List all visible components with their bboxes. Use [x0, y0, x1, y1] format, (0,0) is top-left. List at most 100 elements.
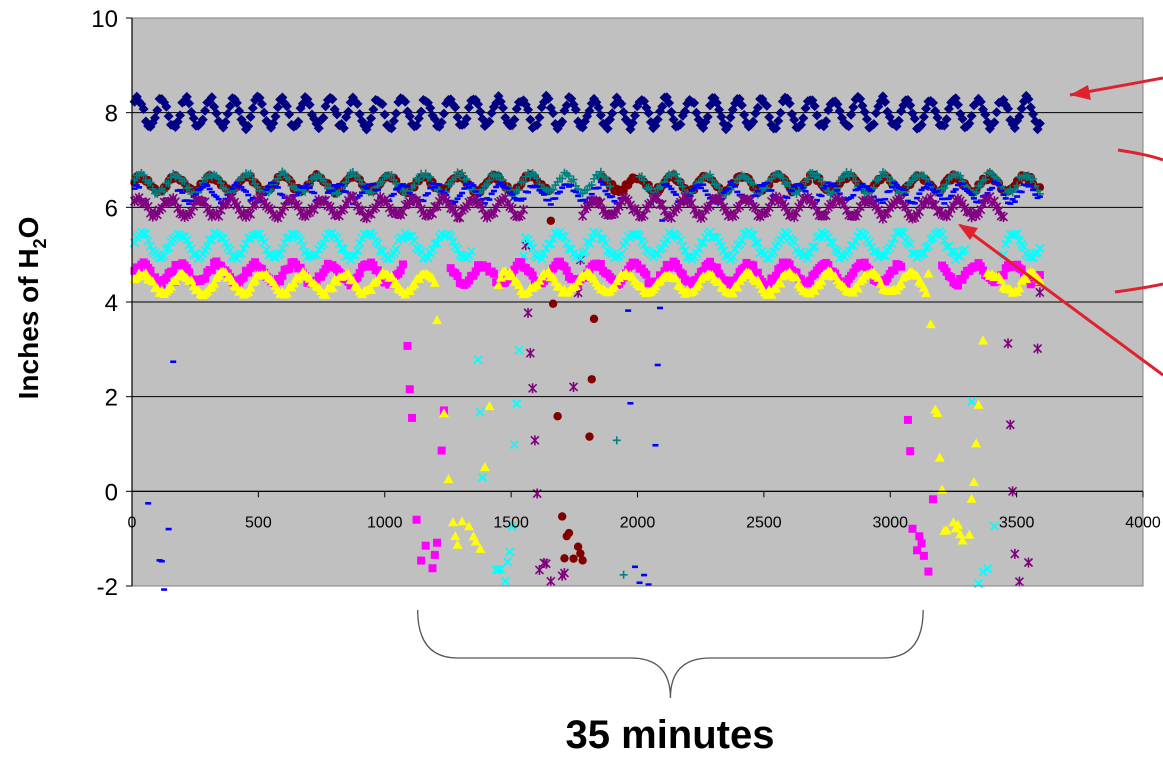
data-point-x: [860, 231, 870, 241]
data-point-x: [657, 243, 667, 253]
series-triangle: [129, 266, 1045, 553]
data-point-diamond: [771, 123, 782, 134]
data-point-triangle: [923, 268, 934, 278]
data-point-plus: [565, 172, 574, 181]
data-point-x: [955, 251, 965, 261]
data-point-diamond: [593, 102, 604, 113]
data-point-diamond: [927, 97, 938, 108]
data-point-circle: [587, 375, 596, 384]
series-x: [129, 226, 1045, 589]
data-point-diamond: [561, 100, 572, 111]
data-point-plus: [596, 167, 605, 176]
data-point-plus: [514, 185, 523, 194]
data-point-square: [348, 280, 357, 289]
y-axis-label-main: Inches of H: [13, 248, 44, 399]
x-tick-label: 2000: [620, 514, 656, 531]
data-point-x: [525, 239, 535, 249]
data-point-triangle: [372, 274, 383, 284]
data-point-x: [514, 345, 524, 355]
data-point-square: [797, 275, 806, 284]
data-point-triangle: [727, 288, 738, 298]
data-point-x: [427, 244, 438, 255]
data-point-plus: [387, 171, 396, 180]
time-span-label: 35 minutes: [566, 713, 775, 757]
x-tick-label: 2500: [746, 514, 782, 531]
data-point-x6: [559, 568, 570, 579]
data-point-x: [373, 238, 383, 249]
data-point-plus: [715, 183, 724, 192]
data-point-triangle: [281, 288, 292, 298]
data-point-x: [352, 246, 363, 256]
y-tick-label: 6: [105, 195, 118, 222]
data-point-x: [675, 235, 686, 245]
data-point-square: [437, 446, 446, 455]
data-point-triangle: [432, 315, 443, 325]
data-point-square: [162, 273, 171, 282]
data-point-plus: [353, 171, 362, 180]
data-point-plus: [976, 181, 985, 190]
data-point-triangle: [973, 399, 984, 409]
data-point-diamond: [534, 112, 545, 123]
data-point-triangle: [165, 281, 176, 291]
data-point-square: [278, 271, 287, 280]
data-point-diamond: [388, 116, 399, 127]
data-point-diamond: [557, 116, 568, 127]
data-point-x: [202, 241, 212, 252]
data-point-diamond: [438, 108, 449, 119]
data-point-diamond: [256, 98, 267, 109]
data-point-x: [164, 243, 174, 253]
data-point-square: [687, 280, 696, 289]
data-point-plus: [451, 173, 460, 182]
y-tick-label: 10: [91, 6, 118, 33]
data-point-diamond: [821, 116, 832, 127]
data-point-circle: [546, 216, 556, 225]
data-point-x: [243, 233, 253, 243]
data-point-x: [966, 396, 977, 406]
y-axis-label-end: O: [13, 217, 44, 239]
data-point-square: [433, 538, 442, 547]
data-point-square: [446, 264, 455, 273]
data-point-x: [448, 237, 458, 247]
data-point-x: [1035, 243, 1045, 253]
data-point-x: [225, 245, 235, 255]
data-point-diamond: [848, 102, 859, 113]
data-point-diamond: [509, 114, 520, 125]
data-point-x6: [518, 204, 529, 215]
data-point-square: [146, 266, 155, 275]
data-point-square: [806, 276, 815, 285]
data-point-triangle: [438, 408, 449, 418]
data-point-triangle: [966, 493, 977, 503]
data-point-plus: [706, 170, 715, 179]
data-point-diamond: [932, 112, 943, 123]
data-point-diamond: [602, 123, 613, 134]
data-point-x: [1012, 229, 1022, 239]
data-point-square: [785, 260, 794, 269]
data-point-diamond: [247, 103, 258, 114]
data-point-square: [958, 275, 967, 284]
data-point-diamond: [552, 123, 563, 134]
data-point-x: [377, 246, 388, 256]
data-point-x6: [821, 210, 831, 221]
data-point-x: [236, 248, 247, 259]
data-point-x: [318, 238, 328, 249]
data-point-square: [979, 266, 988, 275]
data-point-plus: [139, 170, 148, 179]
data-point-diamond: [761, 100, 772, 111]
data-point-square: [355, 269, 364, 278]
data-point-x: [825, 237, 836, 247]
data-point-diamond: [525, 114, 536, 125]
data-point-diamond: [197, 114, 208, 125]
data-point-triangle: [463, 521, 474, 531]
data-point-x6: [1003, 338, 1013, 349]
data-point-x: [145, 241, 156, 251]
data-point-diamond: [764, 112, 775, 123]
data-point-x6: [596, 197, 606, 208]
data-point-diamond: [175, 110, 186, 121]
data-point-triangle: [816, 276, 827, 286]
data-point-diamond: [595, 110, 606, 121]
data-point-triangle: [288, 278, 299, 288]
data-point-diamond: [627, 118, 638, 129]
data-point-x: [500, 576, 510, 586]
data-point-triangle: [470, 536, 481, 546]
data-point-circle: [585, 432, 594, 441]
